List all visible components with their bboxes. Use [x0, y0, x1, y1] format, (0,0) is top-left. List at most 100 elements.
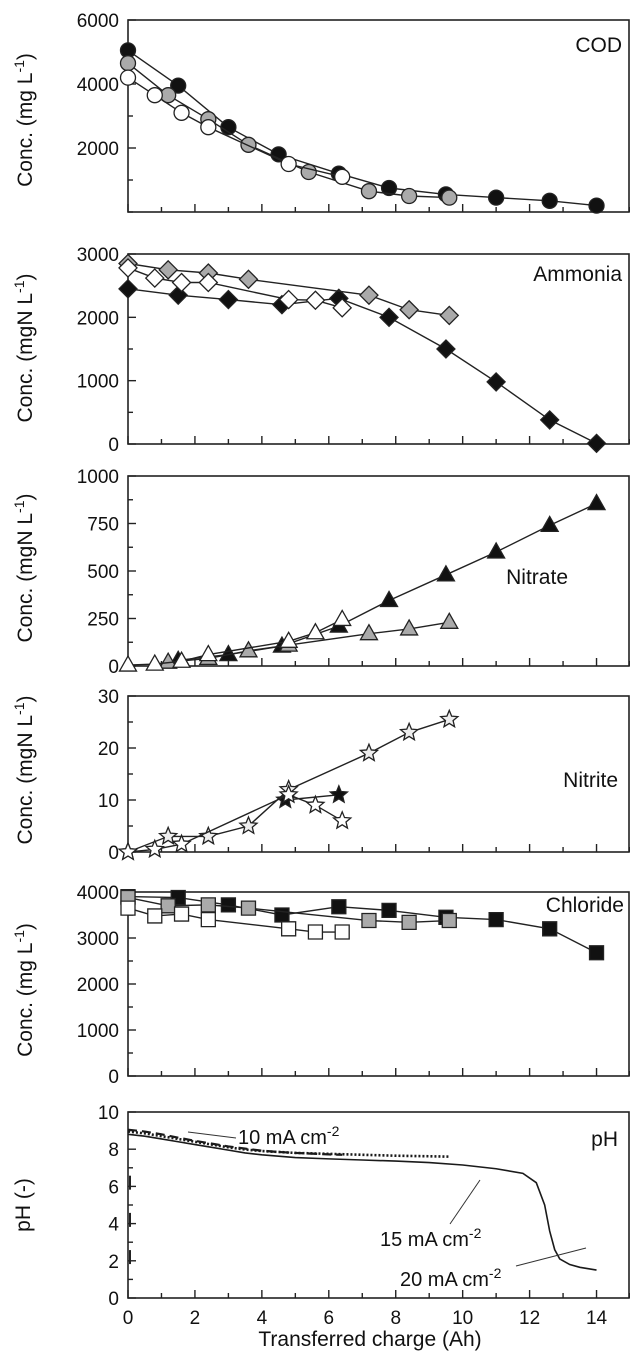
- series-3: [118, 258, 353, 318]
- data-point: [198, 644, 218, 662]
- data-point: [331, 810, 353, 830]
- panel-label: pH: [591, 1128, 618, 1151]
- series-3: [117, 784, 353, 861]
- panel-cod: 2000 4000 6000 Conc. (mg L-1) COD: [11, 11, 630, 214]
- data-point: [540, 515, 560, 533]
- data-point: [400, 187, 418, 205]
- y-tick-label: 20: [98, 739, 119, 760]
- data-point: [118, 654, 138, 672]
- data-point: [486, 541, 506, 559]
- data-point: [240, 900, 257, 916]
- data-point: [588, 945, 605, 961]
- data-point: [332, 609, 352, 627]
- data-point: [379, 590, 399, 608]
- data-point: [117, 841, 139, 861]
- data-point: [586, 433, 607, 454]
- y-axis-title: pH (-): [12, 1178, 35, 1232]
- data-point: [171, 833, 192, 853]
- data-point: [399, 618, 419, 636]
- data-point: [279, 630, 299, 648]
- data-point: [381, 902, 397, 919]
- data-point: [334, 924, 350, 940]
- y-tick-label: 8: [108, 1140, 119, 1161]
- series-3: [118, 609, 352, 672]
- x-axis-title: Transferred charge (Ah): [258, 1328, 481, 1351]
- data-point: [145, 653, 165, 671]
- data-point: [278, 289, 299, 310]
- data-point: [436, 564, 456, 582]
- data-point: [160, 898, 176, 914]
- series-line-solid: [127, 1133, 597, 1271]
- data-point: [401, 914, 417, 931]
- y-axis-title: Conc. (mgN L-1): [11, 274, 37, 423]
- x-tick-label: 8: [390, 1308, 401, 1329]
- y-tick-label: 10: [98, 1103, 119, 1124]
- data-point: [280, 921, 297, 937]
- y-tick-label: 0: [108, 843, 119, 864]
- data-point: [157, 825, 179, 846]
- data-point: [488, 911, 504, 928]
- y-tick-label: 0: [108, 1067, 119, 1088]
- annotation-leader: [515, 1247, 587, 1267]
- data-point: [200, 897, 216, 913]
- data-point: [334, 168, 351, 185]
- data-point: [146, 87, 163, 104]
- data-point: [198, 272, 219, 293]
- y-tick-label: 6: [108, 1177, 119, 1198]
- series-annotation: 15 mA cm-2: [380, 1225, 482, 1251]
- panel-label: COD: [575, 34, 622, 57]
- data-point: [441, 189, 458, 206]
- series-line: [127, 288, 597, 444]
- x-tick-label: 4: [257, 1308, 268, 1329]
- series-line: [127, 718, 450, 853]
- data-point: [328, 784, 350, 804]
- data-point: [487, 189, 505, 206]
- data-point: [118, 278, 138, 299]
- data-point: [305, 290, 326, 311]
- data-point: [118, 258, 138, 278]
- data-point: [439, 305, 460, 326]
- series-1: [118, 278, 607, 454]
- data-point: [171, 650, 192, 668]
- y-axis-title: Conc. (mgN L-1): [11, 494, 37, 643]
- data-point: [144, 268, 165, 288]
- data-point: [359, 285, 379, 306]
- data-point: [359, 623, 379, 641]
- y-tick-label: 2: [108, 1252, 119, 1273]
- series-line: [127, 49, 597, 207]
- x-tick-label: 6: [324, 1308, 335, 1329]
- data-point: [218, 289, 239, 310]
- data-point: [358, 742, 380, 762]
- y-tick-label: 1000: [77, 1021, 119, 1042]
- y-tick-label: 500: [87, 562, 119, 583]
- data-point: [119, 69, 137, 86]
- data-point: [170, 77, 187, 94]
- x-tick-label: 10: [452, 1308, 473, 1329]
- panel-ammonia: 0 1000 2000 3000 Conc. (mgN L-1) Ammonia: [11, 245, 630, 456]
- y-tick-label: 3000: [77, 245, 119, 266]
- y-tick-label: 4000: [77, 75, 119, 96]
- data-point: [119, 55, 137, 72]
- series-3: [120, 900, 350, 940]
- data-point: [331, 899, 347, 915]
- data-point: [274, 907, 290, 923]
- y-tick-label: 250: [87, 610, 119, 631]
- y-tick-label: 1000: [77, 372, 119, 393]
- data-point: [238, 269, 259, 290]
- data-point: [173, 906, 190, 922]
- panel-label: Nitrite: [563, 769, 618, 792]
- data-point: [240, 136, 257, 153]
- y-tick-label: 2000: [77, 308, 119, 329]
- panel-chloride: 0 1000 2000 3000 4000 Conc. (mg L-1) Chloride: [11, 883, 630, 1088]
- data-point: [380, 179, 398, 197]
- series-2: [119, 55, 458, 206]
- y-tick-label: 2000: [77, 139, 119, 160]
- annotation-leader: [187, 1131, 237, 1139]
- series-line: [285, 794, 339, 801]
- data-point: [200, 911, 216, 928]
- series-3: [119, 69, 351, 185]
- data-point: [198, 825, 219, 846]
- data-point: [300, 163, 317, 181]
- data-point: [439, 611, 459, 629]
- data-point: [278, 784, 299, 804]
